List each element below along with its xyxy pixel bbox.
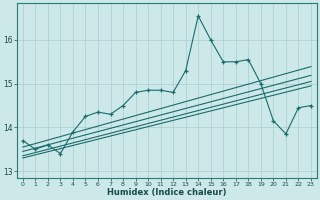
X-axis label: Humidex (Indice chaleur): Humidex (Indice chaleur) bbox=[107, 188, 227, 197]
